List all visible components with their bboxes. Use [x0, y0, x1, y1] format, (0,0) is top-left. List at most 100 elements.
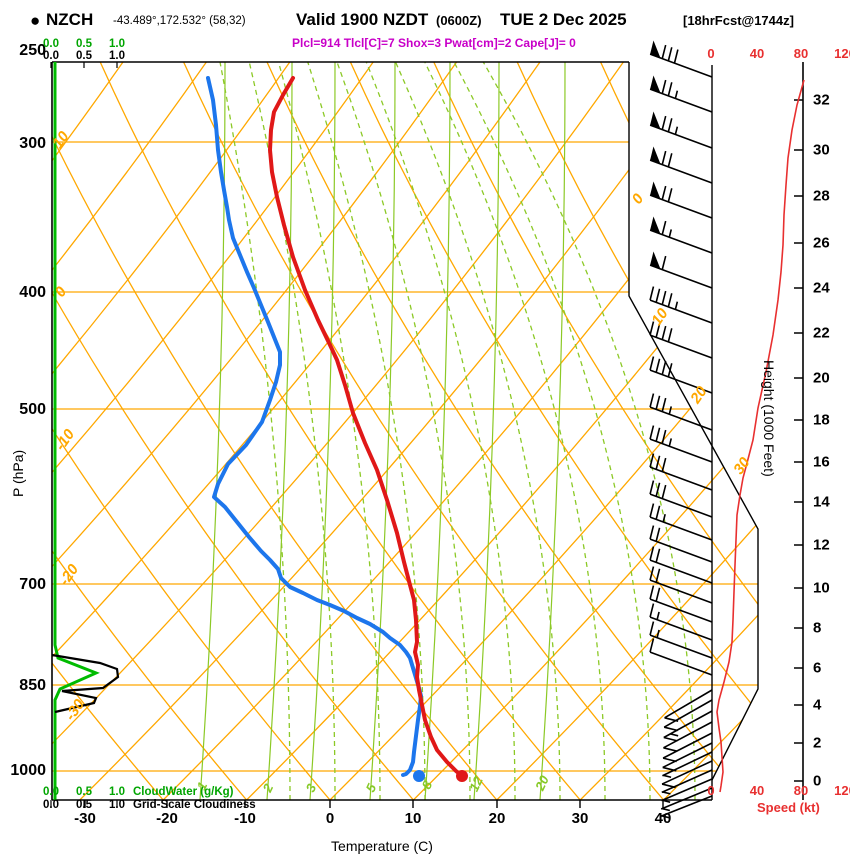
- valid-time: Valid 1900 NZDT: [296, 10, 429, 29]
- temperature-axis-title: Temperature (C): [331, 838, 433, 854]
- wind-barb: [649, 146, 713, 184]
- temperature-tick-label: 30: [571, 810, 589, 827]
- wind-barb: [662, 751, 713, 779]
- cloudwater-scale-value: 0.5: [76, 786, 92, 798]
- wind-barb: [663, 710, 713, 742]
- station-id: NZCH: [46, 10, 94, 29]
- cloudiness-scale-value: 0.0: [43, 799, 59, 811]
- wind-barb: [649, 40, 713, 78]
- surface-dewpoint-dot: [413, 770, 425, 782]
- wind-barb: [649, 480, 713, 518]
- wind-barbs: [649, 40, 713, 819]
- temperature-trace: [268, 76, 464, 778]
- height-tick-label: 0: [813, 772, 822, 790]
- cloudwater-scale-value: 1.0: [109, 786, 125, 798]
- temperature-tick-label: 0: [325, 810, 335, 827]
- height-tick-label: 4: [813, 696, 822, 714]
- cloudiness-scale-value: 0.0: [43, 50, 59, 62]
- cloudiness-scale-value: 0.5: [76, 50, 92, 62]
- pressure-tick-label: 850: [19, 677, 46, 694]
- height-tick-label: 12: [813, 536, 830, 554]
- wind-barb: [661, 769, 713, 795]
- speed-tick-label-bottom: 120: [834, 783, 850, 798]
- forecast-tag: [18hrFcst@1744z]: [683, 13, 794, 28]
- background-grid: [52, 62, 758, 800]
- wind-barb: [663, 721, 713, 752]
- station-coords: -43.489°,172.532° (58,32): [113, 15, 246, 27]
- wind-barb: [649, 603, 713, 641]
- cloudwater-scale-value: 0.0: [43, 38, 59, 50]
- temperature-tick-label: -20: [156, 810, 178, 827]
- wind-barb: [649, 546, 713, 584]
- pressure-tick-label: 1000: [10, 762, 46, 779]
- height-tick-label: 22: [813, 324, 830, 342]
- speed-tick-label-top: 120: [834, 46, 850, 61]
- height-tick-label: 32: [813, 91, 830, 109]
- wind-barb: [660, 795, 713, 819]
- speed-tick-label-bottom: 80: [793, 783, 809, 798]
- temperature-tick-label: 20: [488, 810, 506, 827]
- height-tick-label: 28: [813, 187, 830, 205]
- pressure-axis-title: P (hPa): [10, 449, 26, 497]
- wind-barb: [649, 251, 713, 289]
- wind-barb: [649, 638, 713, 676]
- wind-barb: [661, 760, 713, 789]
- speed-axis-title: Speed (kt): [757, 800, 820, 815]
- temperature-tick-label: 40: [654, 810, 672, 827]
- wind-barb: [649, 585, 713, 623]
- plot-frame: [50, 61, 804, 808]
- height-tick-label: 6: [813, 659, 822, 677]
- wind-barb: [649, 75, 713, 113]
- speed-tick-label-top: 40: [749, 46, 765, 61]
- cloudwater-scale-value: 0.5: [76, 38, 92, 50]
- speed-tick-label-top: 80: [793, 46, 809, 61]
- height-tick-label: 16: [813, 453, 830, 471]
- cloudiness-scale-title: Grid-Scale Cloudiness: [133, 799, 256, 811]
- height-tick-label: 26: [813, 234, 830, 252]
- wind-barb: [649, 286, 713, 324]
- pressure-tick-label: 400: [19, 284, 46, 301]
- profile-traces: [51, 62, 805, 800]
- wind-barb: [664, 689, 713, 722]
- cloudwater-scale-title: CloudWater (g/Kg): [133, 786, 234, 798]
- temperature-tick-label: 10: [404, 810, 422, 827]
- pressure-tick-label: 700: [19, 576, 46, 593]
- wind-speed-profile: [716, 79, 805, 793]
- wind-barb: [649, 181, 713, 219]
- pressure-tick-label: 300: [19, 135, 46, 152]
- wind-barb: [649, 321, 713, 359]
- wind-barb: [649, 356, 713, 394]
- surface-temperature-dot: [456, 770, 468, 782]
- grid-scale-cloudiness-profile: [51, 653, 120, 714]
- wind-barb: [649, 111, 713, 149]
- height-tick-label: 30: [813, 141, 830, 159]
- valid-date: TUE 2 Dec 2025: [500, 10, 627, 29]
- temperature-tick-label: -30: [74, 810, 96, 827]
- height-tick-label: 10: [813, 579, 830, 597]
- wind-barb: [649, 393, 713, 431]
- cloudiness-scale-value: 1.0: [109, 799, 125, 811]
- cloud-water-profile: [53, 62, 100, 800]
- pressure-tick-label: 500: [19, 401, 46, 418]
- speed-tick-label-bottom: 40: [749, 783, 765, 798]
- wind-barb: [649, 503, 713, 541]
- height-tick-label: 2: [813, 734, 822, 752]
- cloudiness-scale-value: 0.5: [76, 799, 92, 811]
- cloudwater-scale-value: 0.0: [43, 786, 59, 798]
- height-tick-label: 20: [813, 369, 830, 387]
- height-tick-label: 18: [813, 411, 830, 429]
- wind-barb: [649, 453, 713, 491]
- wind-barb: [649, 216, 713, 254]
- pressure-tick-label: 250: [19, 42, 46, 59]
- wind-barb: [663, 699, 713, 732]
- speed-tick-label-top: 0: [707, 46, 715, 61]
- wind-barb: [649, 566, 713, 604]
- cloudwater-scale-value: 1.0: [109, 38, 125, 50]
- cloudiness-scale-value: 1.0: [109, 50, 125, 62]
- sounding-indices: Plcl=914 Tlcl[C]=7 Shox=3 Pwat[cm]=2 Cap…: [292, 36, 576, 50]
- temperature-tick-label: -10: [234, 810, 256, 827]
- wind-barb: [649, 621, 713, 659]
- height-tick-label: 8: [813, 619, 822, 637]
